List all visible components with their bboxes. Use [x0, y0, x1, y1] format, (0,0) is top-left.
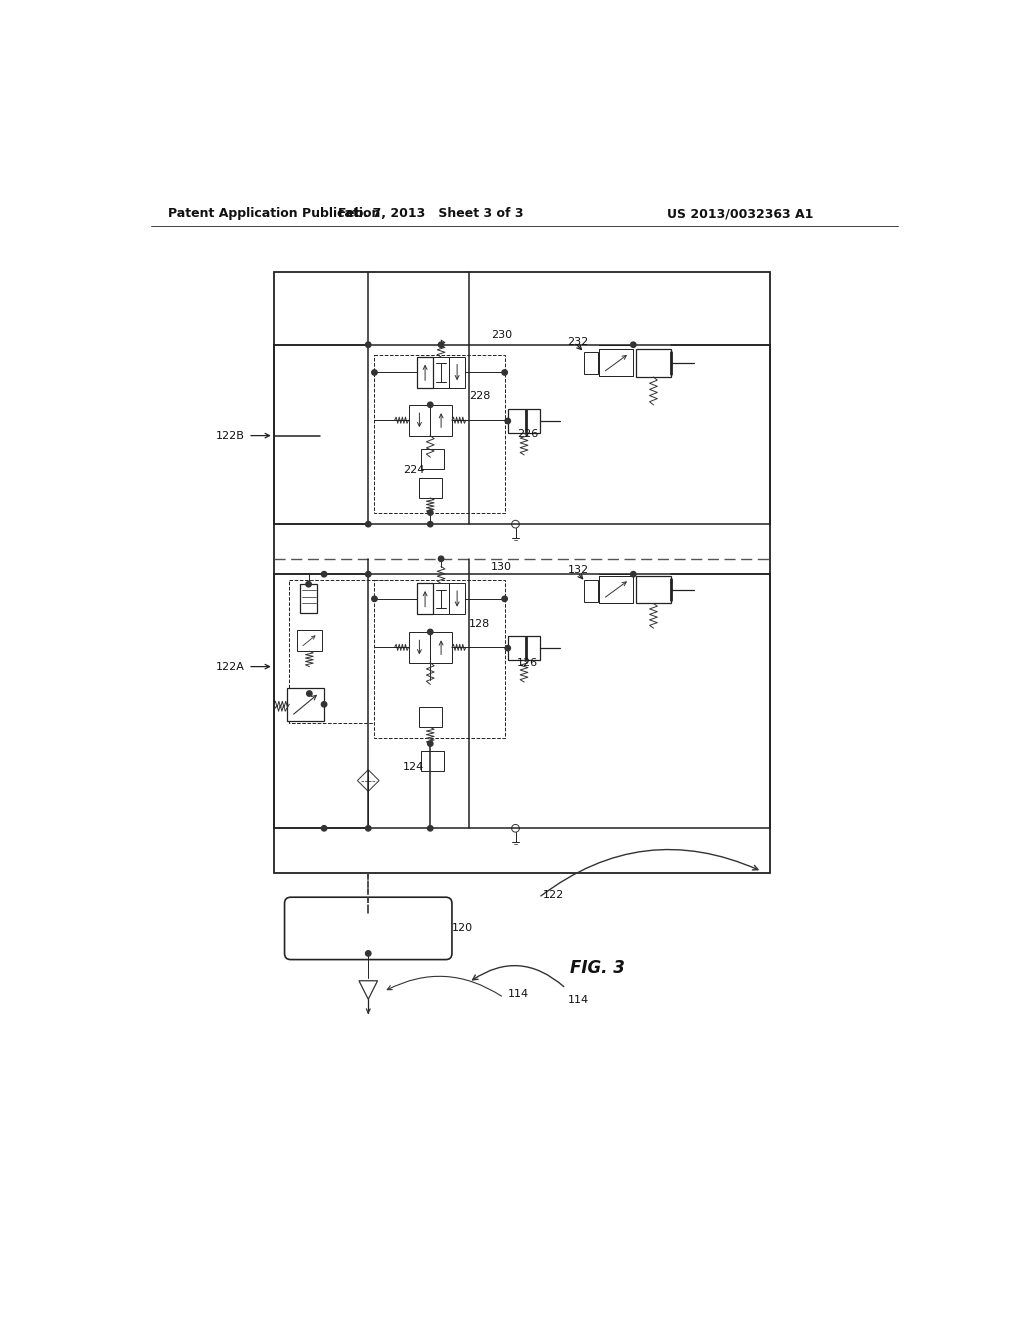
Bar	[417, 358, 433, 388]
Circle shape	[428, 510, 433, 515]
Bar	[599, 350, 633, 376]
Circle shape	[438, 556, 443, 561]
Text: 122: 122	[543, 890, 564, 900]
Text: 124: 124	[403, 762, 424, 772]
Circle shape	[502, 370, 507, 375]
Circle shape	[322, 572, 327, 577]
Text: 122B: 122B	[215, 430, 245, 441]
Bar	[433, 358, 450, 388]
Text: 130: 130	[490, 561, 512, 572]
Text: Feb. 7, 2013   Sheet 3 of 3: Feb. 7, 2013 Sheet 3 of 3	[338, 207, 523, 220]
Text: 224: 224	[403, 465, 425, 475]
Text: 114: 114	[567, 995, 589, 1005]
Bar	[300, 585, 317, 614]
Bar	[417, 583, 433, 614]
Text: FIG. 3: FIG. 3	[569, 960, 625, 977]
Text: 120: 120	[452, 924, 473, 933]
Text: Patent Application Publication: Patent Application Publication	[168, 207, 381, 220]
Circle shape	[366, 572, 371, 577]
Bar	[289, 581, 388, 723]
Bar	[273, 272, 770, 873]
Bar	[584, 352, 598, 374]
Text: 228: 228	[469, 391, 490, 400]
Circle shape	[428, 521, 433, 527]
Circle shape	[428, 741, 433, 746]
Bar	[599, 576, 633, 603]
Bar	[433, 583, 450, 614]
Circle shape	[428, 403, 433, 408]
Bar	[599, 350, 633, 376]
Circle shape	[366, 521, 371, 527]
Bar	[417, 358, 433, 388]
Bar	[636, 576, 671, 603]
Circle shape	[505, 418, 510, 424]
Text: 230: 230	[490, 330, 512, 341]
Bar	[421, 449, 444, 469]
Text: 114: 114	[508, 989, 528, 999]
Circle shape	[366, 825, 371, 832]
Bar	[409, 405, 430, 436]
Bar	[508, 636, 541, 660]
Circle shape	[372, 370, 377, 375]
Bar	[430, 632, 452, 663]
Bar	[287, 688, 324, 721]
Circle shape	[502, 597, 507, 602]
Bar	[450, 358, 465, 388]
Circle shape	[631, 572, 636, 577]
Text: 128: 128	[469, 619, 490, 630]
Text: 122A: 122A	[215, 661, 245, 672]
Bar	[419, 708, 442, 727]
Circle shape	[428, 825, 433, 832]
Text: 126: 126	[517, 657, 539, 668]
Text: 226: 226	[517, 429, 539, 440]
Circle shape	[322, 825, 327, 832]
Text: US 2013/0032363 A1: US 2013/0032363 A1	[667, 207, 813, 220]
Text: 132: 132	[567, 565, 589, 576]
Text: 232: 232	[567, 337, 589, 347]
Bar	[450, 583, 465, 614]
Circle shape	[372, 597, 377, 602]
Bar	[375, 581, 505, 738]
Bar	[584, 581, 598, 602]
Bar	[417, 583, 433, 614]
Circle shape	[366, 342, 371, 347]
Bar	[599, 576, 633, 603]
Bar	[508, 409, 541, 433]
Bar	[297, 630, 322, 651]
Bar	[430, 405, 452, 436]
Circle shape	[505, 645, 510, 651]
Circle shape	[366, 950, 371, 956]
Bar	[636, 350, 671, 378]
FancyBboxPatch shape	[285, 898, 452, 960]
Circle shape	[631, 342, 636, 347]
Bar	[421, 751, 444, 771]
Circle shape	[306, 690, 312, 696]
Circle shape	[438, 342, 443, 347]
Bar	[409, 632, 430, 663]
Circle shape	[428, 630, 433, 635]
Circle shape	[322, 702, 327, 708]
Bar	[419, 478, 442, 498]
Bar	[375, 355, 505, 512]
Circle shape	[306, 582, 311, 587]
